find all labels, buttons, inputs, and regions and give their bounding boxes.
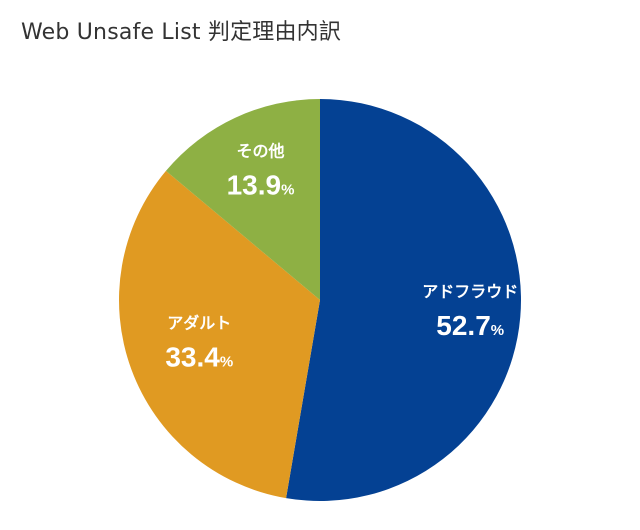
slice-unit: % (281, 182, 294, 199)
slice-label: アダルト (167, 313, 231, 332)
slice-unit: % (220, 353, 233, 370)
pie-slice (165, 99, 320, 300)
pie-slice (286, 99, 521, 501)
slice-label: アドフラウド (422, 282, 518, 301)
slice-label: その他 (236, 142, 284, 161)
chart-title: Web Unsafe List 判定理由内訳 (21, 20, 342, 45)
slice-unit: % (491, 322, 504, 339)
pie-slice (119, 170, 321, 499)
